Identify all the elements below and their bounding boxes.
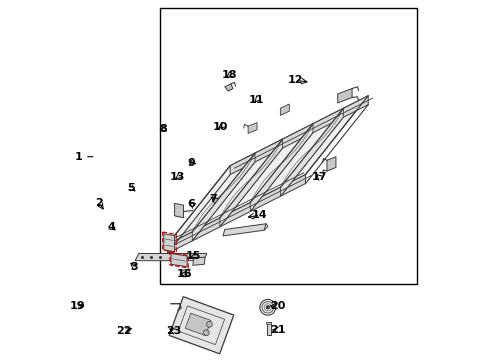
Polygon shape [185,313,211,336]
Text: 9: 9 [187,158,195,168]
Polygon shape [135,253,206,261]
Polygon shape [224,84,233,91]
Polygon shape [230,96,367,175]
Text: 5: 5 [127,183,134,193]
Text: 22: 22 [116,326,131,336]
Circle shape [206,321,212,327]
Polygon shape [163,234,174,252]
Polygon shape [280,108,343,196]
Text: 12: 12 [287,75,303,85]
Text: 7: 7 [209,194,216,204]
Text: 4: 4 [107,222,115,232]
Polygon shape [180,269,190,277]
Bar [266,322,270,335]
Polygon shape [174,203,183,218]
Text: 2: 2 [95,198,102,208]
Polygon shape [171,253,187,267]
Polygon shape [337,89,351,103]
Circle shape [203,330,209,336]
Polygon shape [167,96,367,244]
Polygon shape [220,139,282,227]
Text: 15: 15 [185,251,201,261]
Text: 8: 8 [159,124,166,134]
Bar [160,8,416,284]
Text: 14: 14 [252,210,267,220]
Polygon shape [192,257,204,265]
Text: 3: 3 [130,262,138,272]
Text: 17: 17 [311,172,326,182]
Text: 19: 19 [69,301,84,311]
Polygon shape [280,104,289,116]
Bar [266,321,271,324]
Text: 11: 11 [248,95,263,105]
Polygon shape [223,224,265,236]
Text: 6: 6 [187,199,195,210]
Text: 21: 21 [269,325,285,335]
Text: 18: 18 [221,70,237,80]
Text: 16: 16 [176,269,192,279]
Text: 13: 13 [169,172,185,182]
Circle shape [265,306,269,309]
Text: 20: 20 [269,301,285,311]
Polygon shape [326,157,335,171]
Polygon shape [169,297,233,354]
Polygon shape [167,175,305,253]
Text: 10: 10 [212,122,227,132]
Polygon shape [247,123,257,134]
Text: 1: 1 [75,152,82,162]
Text: 23: 23 [166,326,181,336]
Polygon shape [192,153,254,241]
Polygon shape [250,124,312,212]
